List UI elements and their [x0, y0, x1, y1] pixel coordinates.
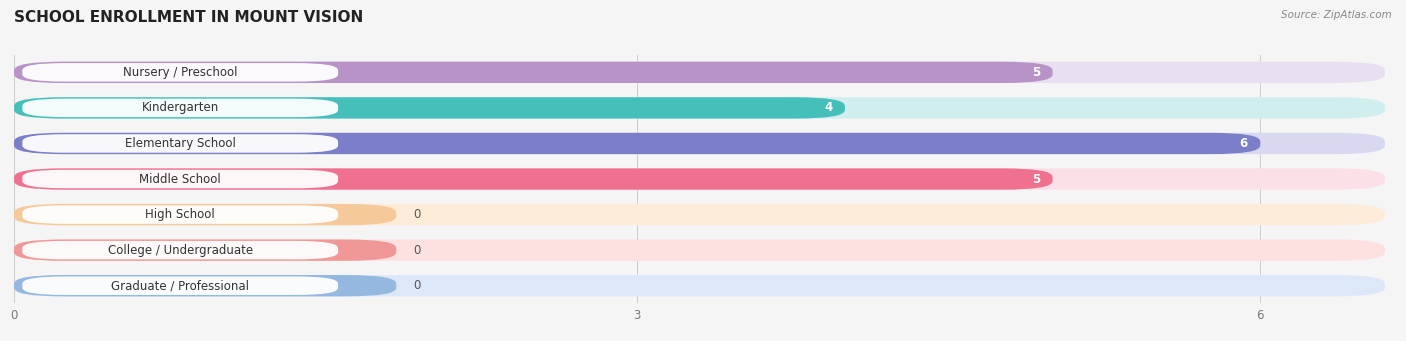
- Text: 0: 0: [413, 208, 420, 221]
- Text: High School: High School: [145, 208, 215, 221]
- FancyBboxPatch shape: [14, 239, 1385, 261]
- Text: 4: 4: [824, 101, 832, 114]
- FancyBboxPatch shape: [14, 62, 1053, 83]
- Text: Source: ZipAtlas.com: Source: ZipAtlas.com: [1281, 10, 1392, 20]
- FancyBboxPatch shape: [14, 62, 1385, 83]
- FancyBboxPatch shape: [22, 241, 337, 260]
- FancyBboxPatch shape: [14, 204, 396, 225]
- FancyBboxPatch shape: [22, 63, 337, 81]
- FancyBboxPatch shape: [14, 97, 1385, 119]
- FancyBboxPatch shape: [14, 275, 396, 296]
- Text: 5: 5: [1032, 173, 1040, 186]
- FancyBboxPatch shape: [14, 133, 1260, 154]
- FancyBboxPatch shape: [22, 205, 337, 224]
- FancyBboxPatch shape: [14, 275, 1385, 296]
- FancyBboxPatch shape: [22, 134, 337, 153]
- Text: Kindergarten: Kindergarten: [142, 101, 219, 114]
- FancyBboxPatch shape: [14, 239, 396, 261]
- FancyBboxPatch shape: [22, 277, 337, 295]
- Text: 6: 6: [1240, 137, 1249, 150]
- FancyBboxPatch shape: [22, 170, 337, 188]
- Text: 0: 0: [413, 279, 420, 292]
- Text: Graduate / Professional: Graduate / Professional: [111, 279, 249, 292]
- Text: Nursery / Preschool: Nursery / Preschool: [122, 66, 238, 79]
- Text: College / Undergraduate: College / Undergraduate: [108, 244, 253, 257]
- FancyBboxPatch shape: [14, 204, 1385, 225]
- FancyBboxPatch shape: [14, 133, 1385, 154]
- FancyBboxPatch shape: [14, 168, 1053, 190]
- Text: 0: 0: [413, 244, 420, 257]
- FancyBboxPatch shape: [14, 168, 1385, 190]
- FancyBboxPatch shape: [22, 99, 337, 117]
- Text: Elementary School: Elementary School: [125, 137, 236, 150]
- Text: 5: 5: [1032, 66, 1040, 79]
- Text: SCHOOL ENROLLMENT IN MOUNT VISION: SCHOOL ENROLLMENT IN MOUNT VISION: [14, 10, 363, 25]
- Text: Middle School: Middle School: [139, 173, 221, 186]
- FancyBboxPatch shape: [14, 97, 845, 119]
